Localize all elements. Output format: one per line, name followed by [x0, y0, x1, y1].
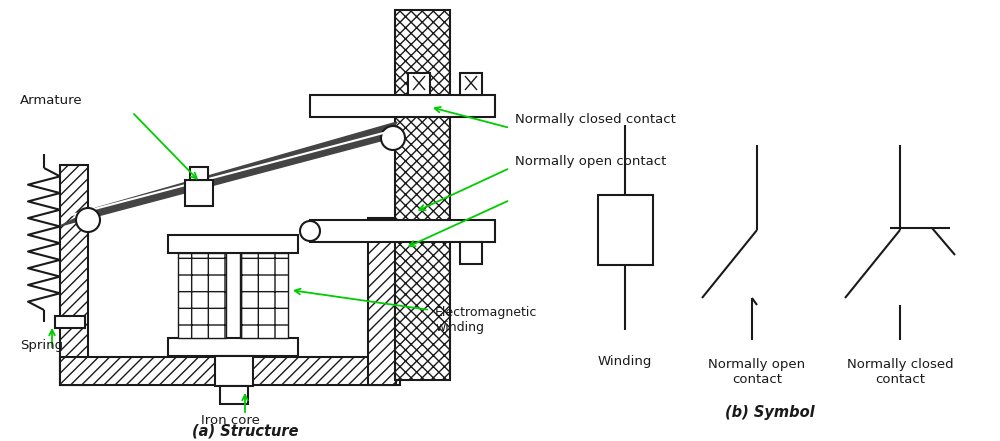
- Text: Normally open
contact: Normally open contact: [708, 358, 806, 386]
- Bar: [55, 316, 85, 328]
- Text: Normally closed
contact: Normally closed contact: [847, 358, 953, 386]
- Bar: [460, 73, 482, 95]
- Text: Electromagnetic
winding: Electromagnetic winding: [435, 306, 537, 334]
- Bar: [395, 10, 450, 380]
- Text: Normally closed contact: Normally closed contact: [515, 113, 676, 127]
- Bar: [460, 242, 482, 264]
- Bar: [168, 338, 298, 356]
- Text: Iron core: Iron core: [201, 414, 259, 426]
- Bar: [60, 165, 88, 385]
- Bar: [408, 73, 430, 95]
- Circle shape: [381, 126, 405, 150]
- Bar: [368, 218, 396, 385]
- Polygon shape: [60, 122, 397, 226]
- Circle shape: [300, 221, 320, 241]
- Text: Normally open contact: Normally open contact: [515, 156, 666, 168]
- Text: Spring: Spring: [20, 339, 63, 351]
- Bar: [168, 235, 298, 253]
- Bar: [220, 386, 248, 404]
- Bar: [215, 356, 253, 386]
- Bar: [598, 195, 653, 265]
- Circle shape: [76, 208, 100, 232]
- Bar: [60, 357, 400, 385]
- Text: Winding: Winding: [598, 355, 652, 368]
- Text: (a) Structure: (a) Structure: [192, 423, 298, 438]
- Text: Armature: Armature: [20, 93, 83, 106]
- Bar: [240, 253, 288, 338]
- Bar: [185, 180, 213, 206]
- Text: (b) Symbol: (b) Symbol: [725, 405, 815, 420]
- Bar: [310, 220, 495, 242]
- Bar: [310, 95, 495, 117]
- Bar: [190, 167, 208, 180]
- Bar: [178, 253, 226, 338]
